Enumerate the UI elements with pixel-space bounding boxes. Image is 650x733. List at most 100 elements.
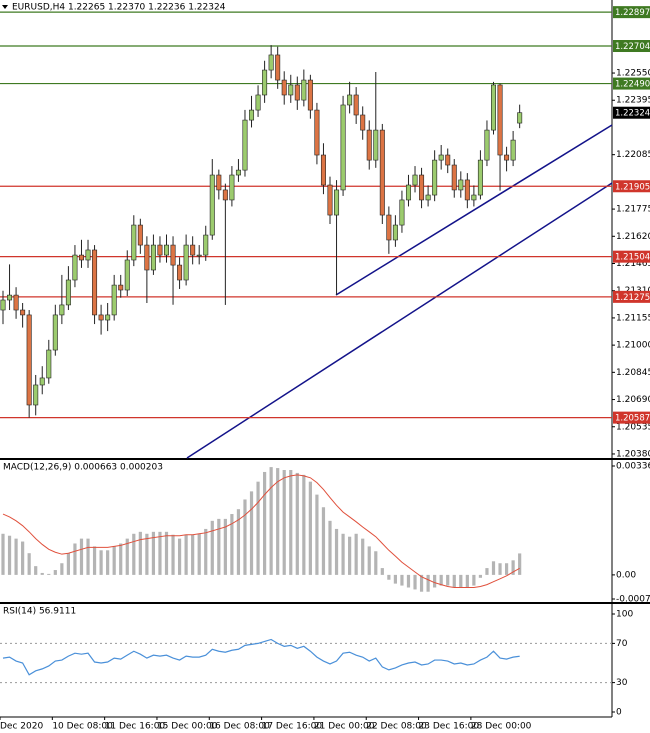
- candle-body: [7, 294, 13, 301]
- macd-bar: [459, 574, 463, 588]
- macd-bar: [79, 538, 84, 575]
- macd-bar: [151, 531, 156, 575]
- macd-bar: [171, 534, 175, 575]
- macd-bar: [243, 499, 247, 575]
- x-tick-label: 15 Dec 00:00: [157, 722, 218, 732]
- macd-bar: [452, 574, 456, 588]
- candle-body: [0, 299, 6, 311]
- candle-body: [150, 244, 156, 271]
- candle-body: [98, 314, 104, 321]
- macd-bar: [433, 574, 437, 588]
- macd-bar: [92, 546, 97, 575]
- macd-bar: [406, 574, 411, 588]
- candle-body: [131, 224, 137, 261]
- candle-body: [419, 174, 425, 201]
- macd-bar: [308, 481, 312, 575]
- y-tick-label: 1.21000: [616, 341, 650, 351]
- price-label: 1.21504: [615, 253, 650, 263]
- macd-bar: [380, 568, 384, 575]
- candle-body: [340, 104, 346, 191]
- candle-body: [275, 54, 281, 81]
- candle-body: [288, 84, 294, 96]
- x-tick-label: 23 Dec 16:00: [419, 722, 480, 732]
- macd-bar: [282, 470, 286, 575]
- macd-bar: [184, 534, 188, 575]
- candle-body: [412, 174, 418, 186]
- candle-body: [438, 154, 444, 161]
- macd-bar: [328, 520, 332, 575]
- macd-bar: [66, 553, 70, 575]
- x-tick-label: 17 Dec 16:00: [262, 722, 323, 732]
- y-tick-label: 1.21155: [616, 313, 650, 323]
- candle-body: [490, 84, 496, 131]
- macd-bar: [302, 474, 306, 575]
- macd-bar: [465, 574, 469, 588]
- x-tick-label: 10 Dec 08:00: [52, 722, 113, 732]
- y-tick-label: -0.000745: [616, 595, 650, 605]
- candle-body: [203, 234, 209, 256]
- macd-bar: [269, 467, 273, 575]
- macd-bar: [485, 568, 489, 575]
- candle-body: [137, 224, 143, 246]
- price-label-box: [613, 180, 650, 193]
- macd-bar: [86, 538, 90, 575]
- candle-body: [392, 224, 398, 241]
- price-label-box: [613, 77, 650, 90]
- macd-bar: [217, 518, 221, 575]
- chart-title: EURUSD,H4 1.22265 1.22370 1.22236 1.2232…: [12, 3, 226, 13]
- macd-bar: [367, 546, 371, 575]
- candle-body: [379, 129, 385, 216]
- candle-body: [307, 79, 313, 111]
- price-label-box: [613, 411, 650, 424]
- candle-body: [432, 159, 438, 196]
- signal-line: [2, 474, 520, 589]
- y-tick-label: 1.22550: [616, 69, 650, 79]
- macd-bar: [374, 551, 378, 575]
- macd-bar: [289, 470, 293, 575]
- candle-body: [59, 304, 65, 316]
- macd-bar: [426, 574, 430, 592]
- candle-body: [458, 179, 464, 191]
- x-tick-label: 21 Dec 00:00: [314, 722, 375, 732]
- candle-body: [477, 159, 483, 196]
- y-tick-label: 70: [616, 639, 628, 649]
- candle-body: [72, 254, 78, 281]
- macd-bar: [191, 534, 195, 575]
- candle-body: [124, 259, 130, 291]
- macd-bar: [60, 563, 64, 575]
- candle-body: [360, 114, 366, 131]
- macd-bar: [132, 533, 136, 575]
- candle-body: [301, 79, 307, 101]
- macd-bar: [321, 507, 326, 575]
- macd-bar: [177, 538, 182, 575]
- macd-bar: [34, 566, 38, 575]
- macd-bar: [256, 481, 260, 575]
- candle-body: [92, 249, 98, 316]
- candle-body: [373, 129, 379, 161]
- y-tick-label: 0: [616, 708, 622, 718]
- macd-bar: [53, 570, 57, 575]
- macd-bar: [413, 574, 417, 590]
- candle-body: [183, 244, 189, 281]
- candle-body: [425, 194, 431, 201]
- candle-body: [268, 54, 274, 71]
- macd-bar: [99, 550, 103, 575]
- price-label-box: [613, 106, 650, 119]
- candle-body: [190, 244, 196, 256]
- macd-bar: [341, 533, 345, 575]
- rsi-title: RSI(14) 56.9111: [3, 607, 76, 617]
- macd-bar: [511, 560, 515, 575]
- candle-body: [471, 194, 477, 201]
- macd-bar: [276, 468, 280, 575]
- candle-body: [249, 109, 255, 121]
- candle-body: [65, 279, 71, 306]
- price-label: 1.22704: [615, 42, 650, 52]
- candle-body: [26, 314, 32, 406]
- y-tick-label: 30: [616, 678, 628, 688]
- candle-body: [347, 94, 353, 106]
- candle-body: [464, 179, 470, 201]
- macd-bar: [518, 553, 522, 575]
- macd-bar: [387, 574, 391, 580]
- macd-bar: [125, 538, 129, 575]
- macd-bar: [361, 538, 365, 575]
